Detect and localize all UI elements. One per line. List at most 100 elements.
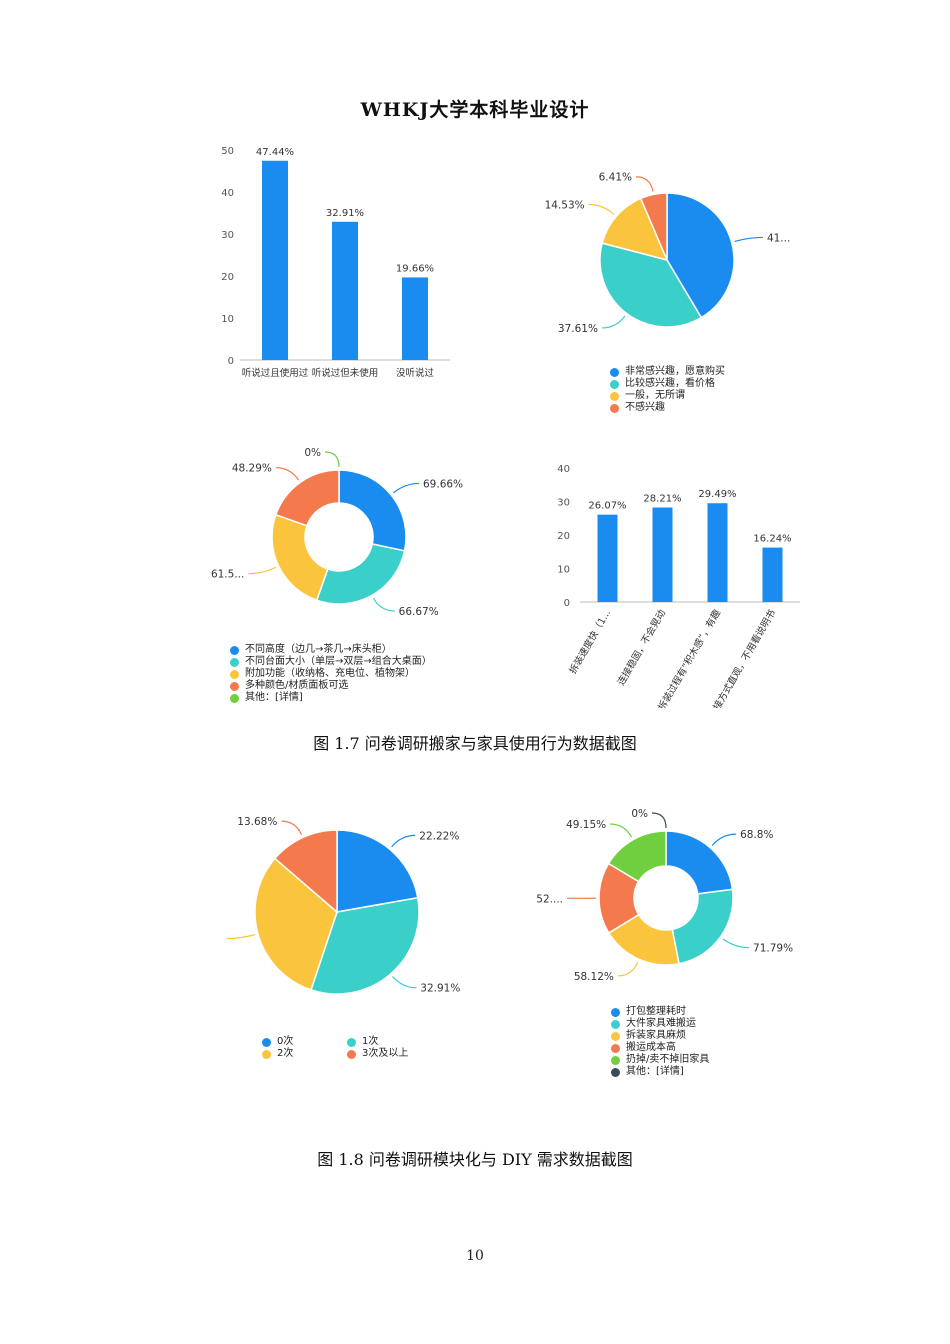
y-tick-label: 20 [557,531,570,542]
connection-bar-chart: 0 10 20 30 40 26.07% 拆装速度快（1... 28.21% 连接稳固，不会晃动… [557,464,800,708]
legend-label: 扔掉/卖不掉旧家具 [626,1054,710,1065]
y-tick-label: 10 [557,565,570,576]
leader-line [324,451,340,468]
leader-line [601,315,626,329]
x-tick-label: 没听说过 [396,367,435,379]
legend-swatch [230,657,239,667]
legend-label: 0次 [277,1036,294,1047]
legend-swatch [262,1037,271,1047]
y-tick-label: 40 [221,188,234,199]
slice-data-label: 52.... [536,893,563,905]
x-tick-label: 拆装速度快（1... [567,608,613,676]
legend-label: 拆装家具麻烦 [626,1030,686,1041]
legend-item[interactable]: 大件家具难搬运 [611,1018,709,1030]
pie-slice [273,829,338,914]
legend-label: 其他：[详情] [245,692,303,703]
legend-item[interactable]: 其他：[详情] [611,1066,709,1078]
page-number: 10 [466,1248,484,1264]
legend-swatch [610,379,619,389]
leader-line [711,833,737,846]
slice-data-label: 69.66% [423,478,463,490]
legend-swatch [230,681,239,691]
slice-data-label: 49.15% [566,819,606,831]
legend-item[interactable]: 不同高度（边几→茶几→床头柜） [230,644,432,656]
leader-line [588,203,615,215]
legend-item[interactable]: 1次 [347,1036,432,1048]
pie-slice [315,543,406,605]
y-tick-label: 30 [557,498,570,509]
leader-line [248,566,277,575]
slice-data-label: 71.79% [753,943,793,955]
legend-swatch [611,1007,620,1017]
bar [262,160,288,360]
legend-item[interactable]: 非常感兴趣，愿意购买 [610,366,725,378]
y-tick-label: 30 [221,230,234,241]
legend-label: 3次及以上 [362,1048,409,1059]
legend-label: 多种颜色/材质面板可选 [245,680,349,691]
legend-item[interactable]: 一般，无所谓 [610,390,725,402]
legend-item[interactable]: 其他：[详情] [230,692,432,704]
leader-line [226,933,256,940]
slice-data-label: 68.8% [740,829,773,841]
legend-item[interactable]: 3次及以上 [347,1048,432,1060]
bar [597,514,618,602]
legend-item[interactable]: 扔掉/卖不掉旧家具 [611,1054,709,1066]
legend-swatch [610,403,619,413]
pie-slice [639,192,668,261]
legend-item[interactable]: 2次 [262,1048,347,1060]
bar-data-label: 32.91% [326,208,364,219]
legend-label: 比较感兴趣，看价格 [625,378,715,389]
legend-swatch [611,1031,620,1041]
slice-data-label: 14.53% [545,199,585,211]
interest-pie-legend: 非常感兴趣，愿意购买 比较感兴趣，看价格 一般，无所谓 不感兴趣 [610,366,725,414]
legend-item[interactable]: 不同台面大小（单层→双层→组合大桌面） [230,656,432,668]
legend-item[interactable]: 0次 [262,1036,347,1048]
legend-swatch [230,645,239,655]
y-tick-label: 50 [221,146,234,157]
legend-swatch [611,1043,620,1053]
pie-slice [601,197,669,262]
moving-pie-legend: 0次 1次 2次 3次及以上 [262,1036,432,1060]
slice-data-label: 37.61% [558,323,598,335]
bar-data-label: 47.44% [256,147,294,158]
slice-data-label: 6.41% [599,172,632,184]
bar [762,547,783,602]
slice-data-label: 61.5... [211,569,244,581]
legend-swatch [610,391,619,401]
pie-slice [310,896,420,995]
slice-data-label: 41... [767,232,790,244]
legend-label: 其他：[详情] [626,1066,684,1077]
bar-data-label: 19.66% [396,263,434,274]
slice-data-label: 32.91% [420,983,460,995]
legend-label: 附加功能（收纳格、充电位、植物架） [245,668,415,679]
legend-swatch [610,367,619,377]
y-tick-label: 0 [228,356,234,367]
figure-caption-1-7: 图 1.7 问卷调研搬家与家具使用行为数据截图 [313,734,637,753]
pie-slice [271,513,329,602]
legend-item[interactable]: 拆装家具麻烦 [611,1030,709,1042]
x-tick-label: 拆装过程有“积木感”，有趣 [656,607,724,708]
legend-label: 一般，无所谓 [625,390,685,401]
legend-swatch [230,693,239,703]
bar-data-label: 29.49% [698,489,736,500]
legend-label: 非常感兴趣，愿意购买 [625,366,725,377]
legend-item[interactable]: 附加功能（收纳格、充电位、植物架） [230,668,432,680]
slice-data-label: 58.12% [574,971,614,983]
legend-item[interactable]: 多种颜色/材质面板可选 [230,680,432,692]
legend-item[interactable]: 不感兴趣 [610,402,725,414]
leader-line [734,236,763,243]
legend-item[interactable]: 搬运成本高 [611,1042,709,1054]
legend-swatch [611,1067,620,1077]
legend-label: 1次 [362,1036,379,1047]
moving-pie-chart: 22.22% 32.91% 13.68% [226,816,460,995]
legend-item[interactable]: 打包整理耗时 [611,1006,709,1018]
legend-label: 不同台面大小（单层→双层→组合大桌面） [245,656,432,667]
legend-swatch [611,1055,620,1065]
legend-swatch [262,1049,271,1059]
pie-slice [666,192,735,319]
pie-slice [338,469,407,552]
leader-line [372,597,395,612]
legend-item[interactable]: 比较感兴趣，看价格 [610,378,725,390]
y-tick-label: 0 [564,598,570,609]
leader-line [610,823,633,838]
